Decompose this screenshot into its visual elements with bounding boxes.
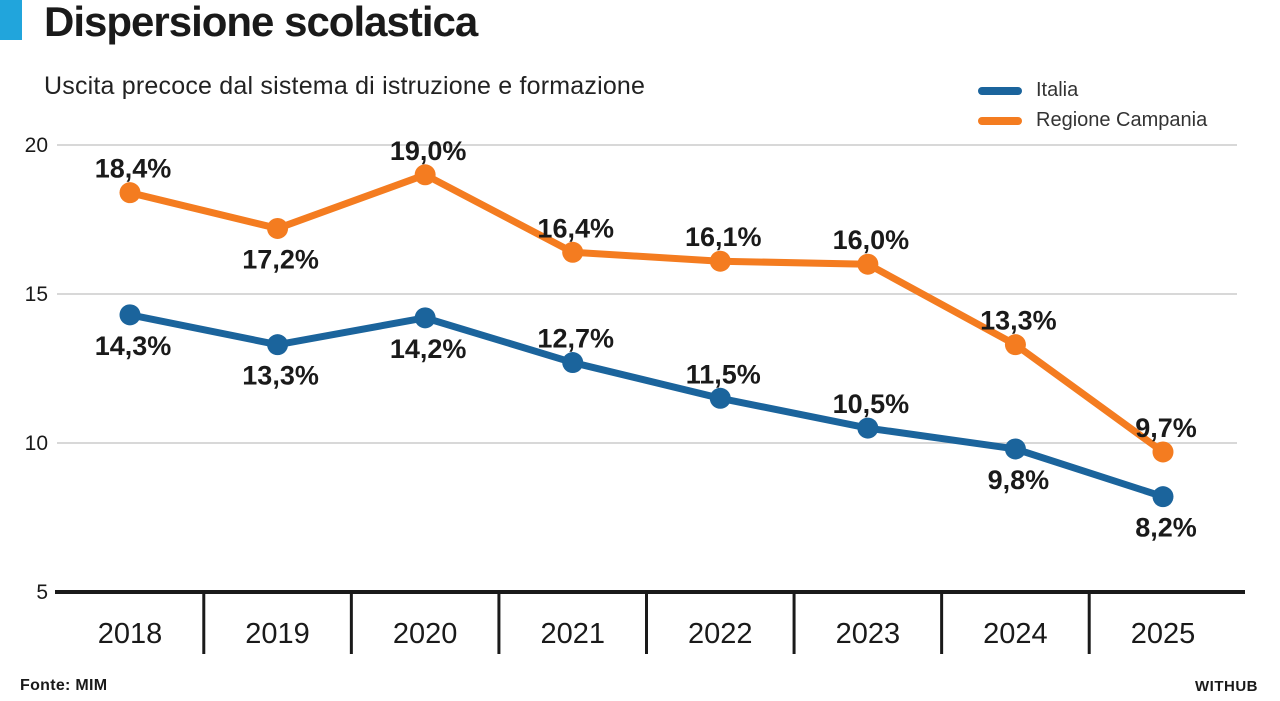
data-point-label: 14,2% [390, 334, 467, 364]
series-line-campania [126, 171, 1167, 456]
data-point-campania [267, 217, 289, 239]
legend-label-campania: Regione Campania [1036, 109, 1208, 131]
data-point-label: 16,1% [685, 222, 762, 252]
y-axis-tick-label: 5 [36, 581, 48, 604]
data-point-italia [1004, 438, 1026, 460]
title-accent-square [0, 0, 22, 40]
data-point-campania [414, 164, 436, 186]
x-axis-tick-label: 2023 [836, 618, 901, 650]
data-point-italia [562, 352, 584, 374]
data-point-label: 16,0% [833, 225, 910, 255]
data-point-italia [857, 417, 879, 439]
data-point-label: 10,5% [833, 389, 910, 419]
data-point-italia [709, 387, 731, 409]
data-point-campania [857, 253, 879, 275]
data-point-label: 12,7% [537, 324, 614, 354]
data-point-label: 9,7% [1135, 413, 1197, 443]
data-point-label: 13,3% [242, 361, 319, 391]
x-axis-tick-label: 2024 [983, 618, 1048, 650]
source-note: Fonte: MIM [20, 677, 108, 694]
legend-swatch-campania [978, 116, 1022, 125]
data-point-campania [1152, 441, 1174, 463]
data-point-campania [562, 241, 584, 263]
y-axis-tick-label: 10 [25, 432, 48, 455]
page-subtitle: Uscita precoce dal sistema di istruzione… [44, 72, 646, 100]
series-line-italia [126, 311, 1167, 501]
data-point-label: 18,4% [95, 154, 172, 184]
data-point-label: 9,8% [988, 465, 1050, 495]
y-axis-tick-label: 15 [25, 283, 48, 306]
withub-logo: WITHUB [1195, 678, 1258, 695]
y-axis-tick-label: 20 [25, 134, 48, 157]
legend-swatch-italia [978, 86, 1022, 95]
data-point-label: 13,3% [980, 306, 1057, 336]
legend-item-italia: Italia [978, 79, 1207, 101]
data-point-label: 19,0% [390, 136, 467, 166]
data-point-italia [119, 304, 141, 326]
data-point-label: 16,4% [537, 213, 614, 243]
data-point-campania [709, 250, 731, 272]
x-axis-tick-label: 2018 [98, 618, 163, 650]
data-point-label: 8,2% [1135, 513, 1197, 543]
data-point-label: 14,3% [95, 331, 172, 361]
data-point-label: 17,2% [242, 244, 319, 274]
legend-item-campania: Regione Campania [978, 109, 1208, 131]
data-point-label: 11,5% [686, 359, 761, 389]
legend: Italia Regione Campania [978, 79, 1208, 131]
x-axis-tick-label: 2020 [393, 618, 458, 650]
x-axis-tick-label: 2025 [1131, 618, 1196, 650]
data-point-campania [119, 182, 141, 204]
x-axis-tick-label: 2019 [245, 618, 310, 650]
x-axis-tick-label: 2022 [688, 618, 753, 650]
data-point-italia [267, 334, 289, 356]
data-point-italia [1152, 486, 1174, 508]
data-point-italia [414, 307, 436, 329]
data-point-campania [1004, 334, 1026, 356]
page-title: Dispersione scolastica [44, 0, 478, 45]
legend-label-italia: Italia [1036, 79, 1079, 101]
x-axis-tick-label: 2021 [540, 618, 605, 650]
